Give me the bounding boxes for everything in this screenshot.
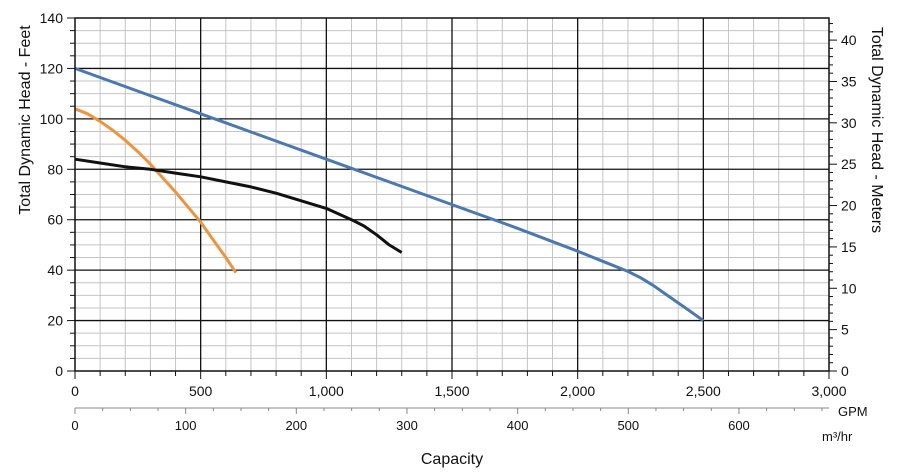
x2-tick-label: 600 (728, 418, 750, 433)
x2-tick-label: 400 (507, 418, 529, 433)
left-tick-label: 60 (47, 212, 63, 228)
right-tick-label: 15 (841, 239, 857, 255)
left-tick-label: 80 (47, 161, 63, 177)
left-axis-title: Total Dynamic Head - Feet (17, 25, 34, 215)
x2-tick-label: 500 (617, 418, 639, 433)
left-tick-label: 20 (47, 313, 63, 329)
right-tick-label: 35 (841, 73, 857, 89)
right-tick-label: 5 (841, 322, 849, 338)
right-tick-label: 30 (841, 115, 857, 131)
x-tick-label: 1,500 (434, 383, 469, 399)
x-axis-title: Capacity (421, 451, 483, 468)
x-tick-labels-m3hr: 0 100 200 300 400 500 600 (71, 418, 749, 433)
left-tick-label: 100 (40, 111, 64, 127)
left-tick-label: 0 (55, 363, 63, 379)
series-orange-curve (74, 107, 238, 274)
x2-tick-label: 200 (285, 418, 307, 433)
right-tick-label: 10 (841, 280, 857, 296)
x-tick-label: 2,000 (560, 383, 595, 399)
x2-tick-label: 100 (175, 418, 197, 433)
x-tick-labels-gpm: 0 500 1,000 1,500 2,000 2,500 3,000 (71, 383, 847, 399)
x-tick-label: 0 (71, 383, 79, 399)
left-tick-label: 40 (47, 262, 63, 278)
x-tick-label: 500 (189, 383, 213, 399)
right-tick-label: 20 (841, 198, 857, 214)
series-layer (74, 66, 705, 322)
x2-tick-label: 0 (71, 418, 78, 433)
x-tick-label: 3,000 (811, 383, 846, 399)
right-tick-label: 40 (841, 32, 857, 48)
plot-frame (67, 17, 837, 414)
x2-tick-label: 300 (396, 418, 418, 433)
right-tick-label: 0 (841, 363, 849, 379)
left-y-tick-labels: 0 20 40 60 80 100 120 140 (40, 10, 64, 379)
grid-lines (75, 18, 829, 371)
series-black-curve (74, 157, 403, 254)
x-tick-label: 2,500 (686, 383, 721, 399)
right-axis-title: Total Dynamic Head - Meters (868, 27, 885, 233)
series-blue-curve (74, 66, 705, 322)
right-y-tick-labels: 0 5 10 15 20 25 30 35 40 (841, 32, 857, 379)
x-tick-label: 1,000 (309, 383, 344, 399)
right-tick-label: 25 (841, 156, 857, 172)
x-unit-gpm: GPM (838, 404, 868, 419)
x-unit-m3hr: m³/hr (822, 429, 853, 444)
left-tick-label: 120 (40, 60, 64, 76)
left-tick-label: 140 (40, 10, 64, 26)
